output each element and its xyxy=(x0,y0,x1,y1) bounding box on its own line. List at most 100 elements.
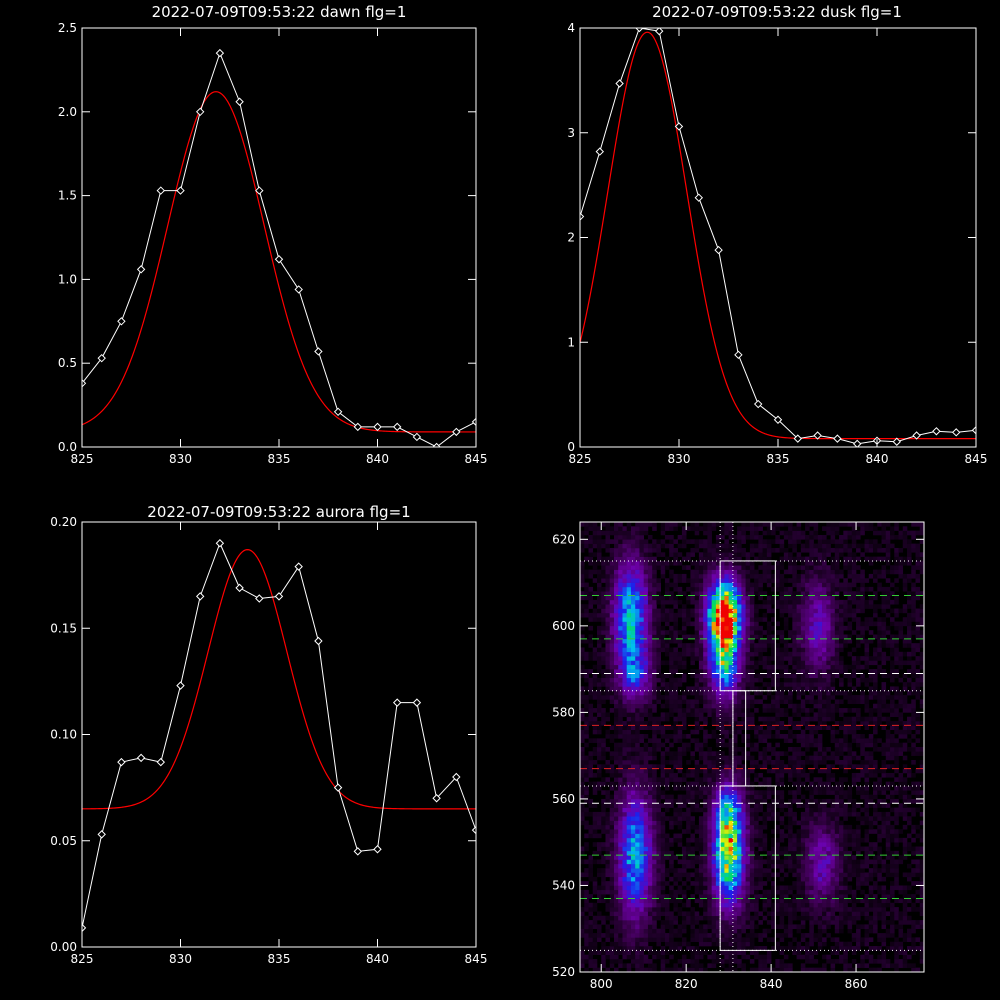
heatmap-cell xyxy=(762,599,768,605)
heatmap-cell xyxy=(626,699,632,705)
heatmap-cell xyxy=(596,747,602,752)
heatmap-cell xyxy=(622,855,628,860)
heatmap-cell xyxy=(643,837,649,843)
heatmap-cell xyxy=(647,902,653,908)
dusk-plot-frame xyxy=(579,27,977,448)
heatmap-cell xyxy=(737,630,742,635)
heatmap-cell xyxy=(796,898,802,904)
heatmap-cell xyxy=(758,643,763,648)
heatmap-cell xyxy=(647,565,653,570)
heatmap-cell xyxy=(613,686,619,692)
heatmap-cell xyxy=(609,617,615,622)
heatmap-cell xyxy=(817,660,823,666)
heatmap-cell xyxy=(677,777,683,782)
heatmap-cell xyxy=(596,599,602,605)
heatmap-cell xyxy=(686,859,691,865)
heatmap-cell xyxy=(703,738,708,743)
heatmap-cell xyxy=(720,928,725,934)
heatmap-cell xyxy=(664,586,670,592)
heatmap-cell xyxy=(783,855,789,860)
heatmap-cell xyxy=(817,630,823,635)
heatmap-cell xyxy=(622,612,628,618)
heatmap-cell xyxy=(715,552,721,557)
heatmap-cell xyxy=(703,833,708,839)
heatmap-cell xyxy=(698,915,704,921)
dusk-data-point xyxy=(813,431,822,440)
heatmap-cell xyxy=(609,660,615,666)
heatmap-cell xyxy=(660,695,666,700)
heatmap-cell xyxy=(813,573,819,579)
heatmap-cell xyxy=(643,751,649,756)
heatmap-cell xyxy=(580,889,585,895)
heatmap-cell xyxy=(779,894,785,899)
heatmap-cell xyxy=(584,604,589,609)
heatmap-cell xyxy=(618,716,623,722)
heatmap-cell xyxy=(788,560,793,566)
dusk-data-point xyxy=(793,434,803,443)
heatmap-cell xyxy=(618,591,623,596)
heatmap-cell xyxy=(681,556,687,562)
heatmap-cell xyxy=(677,768,683,774)
heatmap-cell xyxy=(673,777,678,782)
heatmap-cell xyxy=(728,643,734,648)
heatmap-cell xyxy=(800,963,806,968)
heatmap-cell xyxy=(775,855,780,860)
heatmap-cell xyxy=(669,816,674,821)
heatmap-cell xyxy=(754,612,759,618)
heatmap-cell xyxy=(613,630,619,635)
heatmap-cell xyxy=(771,785,776,791)
heatmap-cell xyxy=(677,798,683,804)
dawn-data-point xyxy=(255,186,264,195)
heatmap-cell xyxy=(783,894,789,899)
heatmap-cell xyxy=(758,651,763,657)
heatmap-cell xyxy=(626,621,632,627)
heatmap-cell xyxy=(656,824,661,830)
heatmap-cell xyxy=(656,846,661,852)
heatmap-cell xyxy=(694,708,700,713)
heatmap-cell xyxy=(762,703,768,709)
heatmap-cell xyxy=(762,565,768,570)
heatmap-cell xyxy=(809,522,814,527)
heatmap-cell xyxy=(601,608,606,614)
heatmap-cell xyxy=(622,937,628,943)
heatmap-cell xyxy=(796,703,802,709)
dawn-data-point xyxy=(432,442,441,447)
heatmap-cell xyxy=(635,578,640,583)
heatmap-cell xyxy=(728,915,734,921)
heatmap-cell xyxy=(783,682,789,687)
heatmap-cell xyxy=(605,898,611,904)
heatmap-cell xyxy=(673,811,678,817)
dawn-data-point xyxy=(412,432,422,442)
heatmap-cell xyxy=(656,941,661,947)
heatmap-cell xyxy=(745,690,751,696)
heatmap-cell xyxy=(771,725,776,730)
heatmap-cell xyxy=(724,954,729,960)
heatmap-cell xyxy=(788,837,793,843)
heatmap-cell xyxy=(690,560,695,566)
heatmap-cell xyxy=(762,604,768,609)
heatmap-cell xyxy=(596,868,602,873)
heatmap-cell xyxy=(715,959,721,964)
heatmap-cell xyxy=(711,920,717,925)
heatmap-cell xyxy=(745,937,751,943)
heatmap-cell xyxy=(609,686,615,692)
heatmap-cell xyxy=(639,565,645,570)
heatmap-cell xyxy=(817,759,823,765)
heatmap-cell xyxy=(630,933,636,938)
heatmap-cell xyxy=(800,530,806,536)
heatmap-cell xyxy=(613,647,619,653)
heatmap-cell xyxy=(728,759,734,765)
heatmap-cell xyxy=(656,729,661,735)
heatmap-cell xyxy=(813,608,819,614)
heatmap-cell xyxy=(698,621,704,627)
heatmap-cell xyxy=(724,924,729,930)
heatmap-cell xyxy=(720,963,725,968)
heatmap-cell xyxy=(741,621,746,627)
heatmap-cell xyxy=(724,547,729,553)
heatmap-cell xyxy=(715,902,721,908)
heatmap-cell xyxy=(592,937,598,943)
heatmap-cell xyxy=(745,933,751,938)
heatmap-cell xyxy=(652,656,657,661)
heatmap-cell xyxy=(737,898,742,904)
heatmap-cell xyxy=(584,924,589,930)
